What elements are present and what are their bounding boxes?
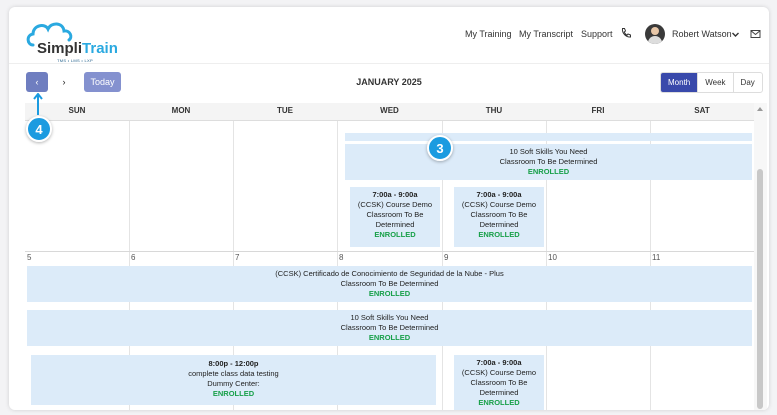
prev-month-button[interactable]: ‹	[26, 72, 48, 92]
day-number[interactable]: 8	[339, 253, 344, 262]
event-location: Determined	[375, 220, 415, 229]
view-week-button[interactable]: Week	[697, 73, 732, 92]
grid-line	[650, 121, 651, 410]
event-soft-skills[interactable]: 10 Soft Skills You Need Classroom To Be …	[345, 144, 752, 180]
event-status: ENROLLED	[527, 167, 570, 176]
event-status: ENROLLED	[368, 289, 411, 298]
event-ccsk-wed[interactable]: 7:00a - 9:00a (CCSK) Course Demo Classro…	[350, 187, 440, 247]
mail-icon[interactable]	[750, 29, 761, 39]
weekday-tue: TUE	[233, 103, 337, 119]
event-location: Classroom To Be Determined	[499, 157, 598, 166]
event-title: complete class data testing	[188, 369, 279, 378]
event-time: 7:00a - 9:00a	[476, 190, 522, 199]
callout-badge-3: 3	[427, 135, 453, 161]
nav-my-training[interactable]: My Training	[465, 29, 512, 39]
event-location: Dummy Center:	[207, 379, 260, 388]
callout-badge-4: 4	[26, 116, 52, 142]
chevron-down-icon[interactable]	[731, 30, 740, 39]
event-ccsk-thu[interactable]: 7:00a - 9:00a (CCSK) Course Demo Classro…	[454, 187, 544, 247]
event-title: 10 Soft Skills You Need	[350, 313, 429, 322]
grid-line	[129, 121, 130, 410]
event-soft-skills-week2[interactable]: 10 Soft Skills You Need Classroom To Be …	[27, 310, 752, 346]
scroll-up-arrow-icon[interactable]	[757, 107, 763, 111]
nav-support[interactable]: Support	[581, 29, 613, 39]
event-status: ENROLLED	[374, 230, 416, 239]
event-status: ENROLLED	[212, 389, 255, 398]
view-day-button[interactable]: Day	[732, 73, 762, 92]
grid-line	[233, 121, 234, 410]
week-divider	[25, 251, 754, 252]
grid-line	[442, 121, 443, 410]
event-title: (CCSK) Course Demo	[461, 368, 537, 377]
month-title: JANUARY 2025	[356, 77, 422, 87]
phone-icon[interactable]	[620, 27, 632, 39]
header-divider	[9, 63, 769, 64]
weekday-mon: MON	[129, 103, 233, 119]
event-status: ENROLLED	[368, 333, 411, 342]
event-location: Determined	[479, 388, 519, 397]
event-location: Classroom To Be Determined	[340, 279, 439, 288]
brand-tagline: TMS • LMS • LXP	[57, 58, 93, 63]
app-frame: SimpliTrain TMS • LMS • LXP My Training …	[9, 7, 769, 410]
event-status: ENROLLED	[478, 398, 520, 407]
user-name[interactable]: Robert Watson	[672, 29, 732, 39]
day-number[interactable]: 5	[27, 253, 32, 262]
event-location: Classroom To Be	[366, 210, 424, 219]
view-month-button[interactable]: Month	[661, 73, 698, 92]
event-title: (CCSK) Course Demo	[357, 200, 433, 209]
event-status: ENROLLED	[478, 230, 520, 239]
weekday-sat: SAT	[650, 103, 754, 119]
callout-pointer-icon	[33, 93, 43, 115]
grid-line	[546, 121, 547, 410]
event-time: 7:00a - 9:00a	[476, 358, 522, 367]
event-location: Determined	[479, 220, 519, 229]
event-title: (CCSK) Certificado de Conocimiento de Se…	[275, 269, 504, 278]
cloud-logo-icon	[26, 22, 73, 47]
grid-line	[337, 121, 338, 410]
event-title: (CCSK) Course Demo	[461, 200, 537, 209]
event-location: Classroom To Be	[470, 378, 528, 387]
weekday-thu: THU	[442, 103, 546, 119]
event-location: Classroom To Be Determined	[340, 323, 439, 332]
simplitrain-logo[interactable]: SimpliTrain TMS • LMS • LXP	[23, 15, 123, 63]
event-continuation-bar[interactable]	[345, 133, 752, 141]
event-location: Classroom To Be	[470, 210, 528, 219]
day-number[interactable]: 7	[235, 253, 240, 262]
day-number[interactable]: 11	[652, 253, 661, 262]
next-month-button[interactable]: ›	[62, 77, 66, 87]
weekday-sun: SUN	[25, 103, 129, 119]
today-button[interactable]: Today	[84, 72, 121, 92]
view-switcher: Month Week Day	[660, 72, 763, 93]
event-class-testing[interactable]: 8:00p - 12:00p complete class data testi…	[31, 355, 436, 405]
brand-name: SimpliTrain	[37, 40, 118, 57]
month-calendar: SUN MON TUE WED THU FRI SAT 10 Soft Skil…	[25, 103, 754, 410]
day-number[interactable]: 6	[131, 253, 136, 262]
event-title: 10 Soft Skills You Need	[509, 147, 588, 156]
weekday-wed: WED	[337, 103, 442, 119]
event-time: 8:00p - 12:00p	[208, 359, 259, 368]
day-number[interactable]: 10	[548, 253, 557, 262]
day-number[interactable]: 9	[444, 253, 449, 262]
user-avatar[interactable]	[645, 24, 665, 44]
calendar-scrollbar[interactable]	[754, 103, 767, 410]
nav-my-transcript[interactable]: My Transcript	[519, 29, 574, 39]
event-ccsk-thu-week2[interactable]: 7:00a - 9:00a (CCSK) Course Demo Classro…	[454, 355, 544, 410]
weekday-fri: FRI	[546, 103, 650, 119]
event-time: 7:00a - 9:00a	[372, 190, 418, 199]
event-certificado[interactable]: (CCSK) Certificado de Conocimiento de Se…	[27, 266, 752, 302]
scrollbar-thumb[interactable]	[757, 169, 763, 409]
